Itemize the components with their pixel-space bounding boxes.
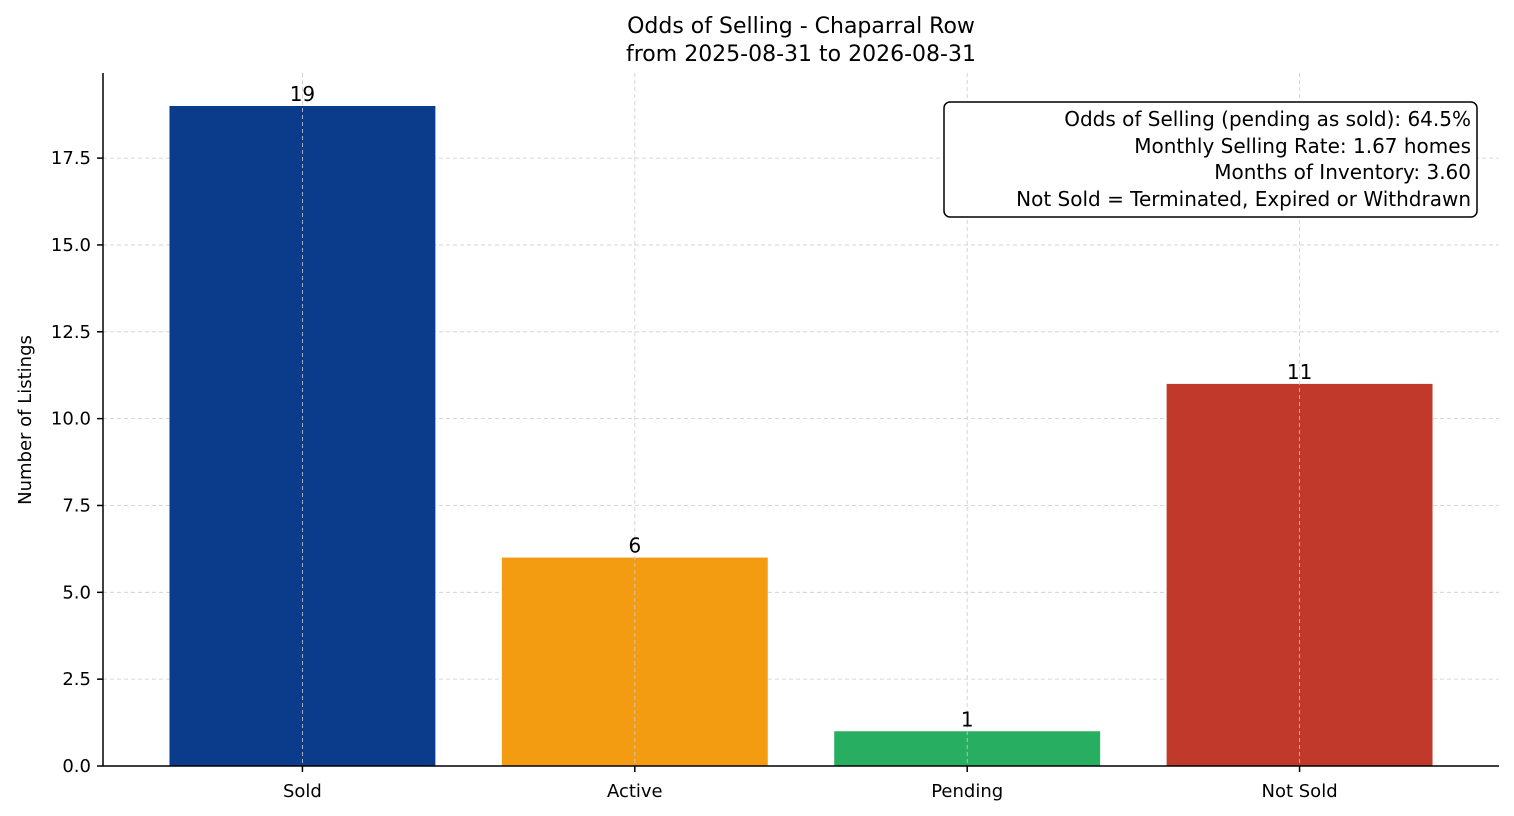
y-axis-label: Number of Listings <box>15 335 36 505</box>
info-box: Odds of Selling (pending as sold): 64.5%… <box>943 101 1478 218</box>
bar-value-label: 1 <box>961 707 974 731</box>
bar-sold <box>169 106 436 766</box>
info-box-frame <box>943 101 1478 218</box>
bar-not-sold <box>1166 383 1433 766</box>
chart-subtitle: from 2025-08-31 to 2026-08-31 <box>626 42 976 67</box>
info-line-inventory: Months of Inventory: 3.60 <box>1214 160 1471 184</box>
x-tick-label: Pending <box>931 781 1003 802</box>
info-line-not-sold-note: Not Sold = Terminated, Expired or Withdr… <box>1016 187 1471 211</box>
y-tick-label: 7.5 <box>62 495 91 516</box>
bar-value-label: 19 <box>290 82 315 106</box>
y-tick-label: 12.5 <box>51 322 91 343</box>
axes: 0.0 2.5 5.0 7.5 10.0 12.5 15.0 17.5 Sold Active Pe… <box>51 73 1499 802</box>
y-tick-label: 5.0 <box>62 582 91 603</box>
x-tick-label: Not Sold <box>1262 781 1338 802</box>
bar-value-label: 6 <box>628 534 641 558</box>
bar-value-label: 11 <box>1287 360 1312 384</box>
y-tick-label: 0.0 <box>62 756 91 777</box>
chart-title: Odds of Selling - Chaparral Row <box>627 14 975 39</box>
info-line-rate: Monthly Selling Rate: 1.67 homes <box>1134 134 1471 158</box>
x-tick-label: Active <box>607 781 663 802</box>
y-tick-label: 10.0 <box>51 409 91 430</box>
y-tick-label: 2.5 <box>62 669 91 690</box>
y-tick-label: 17.5 <box>51 148 91 169</box>
x-tick-label: Sold <box>283 781 322 802</box>
y-tick-label: 15.0 <box>51 235 91 256</box>
info-line-odds: Odds of Selling (pending as sold): 64.5% <box>1064 107 1471 131</box>
